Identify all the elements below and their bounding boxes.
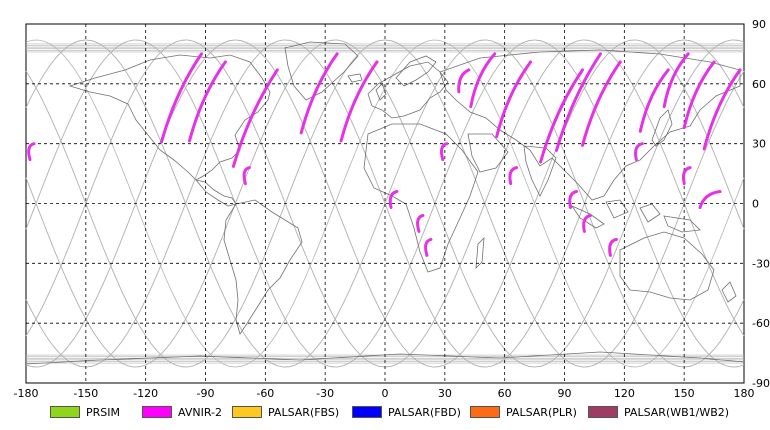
y-tick-label: -30 [752, 257, 770, 270]
x-tick-label: 30 [438, 387, 452, 400]
x-tick-label: -90 [197, 387, 215, 400]
legend-swatch [588, 406, 618, 418]
orbit-track [25, 39, 745, 368]
avnir2-swath-segment [682, 60, 716, 130]
x-tick-label: -180 [14, 387, 39, 400]
avnir2-swath-segment [582, 214, 592, 233]
y-tick-label: 90 [752, 18, 766, 31]
x-tick-label: -150 [73, 387, 98, 400]
avnir2-swath-segment [188, 60, 227, 143]
legend-label: PALSAR(FBS) [268, 405, 340, 419]
avnir2-swath-segment [299, 52, 339, 135]
x-tick-label: 150 [674, 387, 695, 400]
x-tick-label: -30 [316, 387, 334, 400]
legend-label: AVNIR-2 [178, 405, 222, 419]
legend-swatch [50, 406, 80, 418]
avnir2-swath-segment [681, 166, 692, 186]
legend-swatch [142, 406, 172, 418]
avnir2-swath-segment [539, 68, 584, 164]
x-axis-labels: -180 -150 -120 -90 -60 -30 0 30 60 90 120 150 180 [14, 387, 755, 400]
x-tick-label: 60 [498, 387, 512, 400]
x-tick-label: -120 [133, 387, 158, 400]
avnir2-swath-segment [638, 68, 670, 133]
legend-item: PALSAR(FBS) [232, 404, 339, 420]
avnir2-swath-segment [608, 237, 618, 257]
orbit-track [25, 39, 745, 368]
avnir2-swath-segment [568, 190, 578, 209]
x-tick-label: 180 [734, 387, 755, 400]
y-tick-label: -90 [752, 377, 770, 390]
avnir2-swath-segment [27, 142, 36, 162]
x-tick-label: 0 [382, 387, 389, 400]
legend-swatch [232, 406, 262, 418]
avnir2-swath-segment [662, 52, 690, 109]
avnir2-swath-segment [439, 142, 449, 162]
avnir2-swath-segment [160, 52, 203, 144]
avnir2-swath-segment [555, 52, 602, 152]
legend-item: PALSAR(WB1/WB2) [588, 404, 729, 420]
avnir2-swath-segment [508, 166, 519, 186]
avnir2-swath-segment [416, 214, 425, 233]
legend-label: PRSIM [86, 405, 120, 419]
x-tick-label: 90 [558, 387, 572, 400]
y-axis-labels: 90 60 30 0 -30 -60 -90 [752, 18, 770, 390]
avnir2-swath-segment [231, 68, 279, 168]
x-tick-label: -60 [256, 387, 274, 400]
legend-item: PRSIM [50, 404, 120, 420]
avnir2-swath-segment [702, 68, 742, 151]
legend-swatch [352, 406, 382, 418]
legend-item: PALSAR(PLR) [470, 404, 577, 420]
legend: PRSIM AVNIR-2 PALSAR(FBS) PALSAR(FBD) PALSAR… [0, 400, 770, 430]
x-tick-label: 120 [614, 387, 635, 400]
avnir2-swath-segment [339, 60, 379, 143]
y-tick-label: 0 [752, 198, 759, 211]
legend-item: AVNIR-2 [142, 404, 222, 420]
avnir2-swath-segment [634, 142, 644, 162]
legend-item: PALSAR(FBD) [352, 404, 461, 420]
y-tick-label: -60 [752, 317, 770, 330]
avnir2-swath-segment [495, 60, 533, 138]
legend-label: PALSAR(FBD) [388, 405, 461, 419]
y-tick-label: 60 [752, 78, 766, 91]
y-tick-label: 30 [752, 138, 766, 151]
legend-label: PALSAR(WB1/WB2) [624, 405, 730, 419]
avnir2-swath-segment [698, 190, 722, 209]
world-map: -180 -150 -120 -90 -60 -30 0 30 60 90 120 150 180 90… [14, 18, 770, 400]
avnir2-swath-segment [388, 190, 399, 209]
avnir2-swath-segment [469, 52, 497, 109]
avnir2-swath-segment [457, 68, 471, 94]
avnir2-swath-segment [581, 60, 622, 147]
legend-swatch [470, 406, 500, 418]
avnir2-swaths [27, 52, 742, 257]
legend-label: PALSAR(PLR) [506, 405, 577, 419]
avnir2-swath-segment [424, 237, 433, 257]
avnir2-swath-segment [242, 166, 251, 186]
